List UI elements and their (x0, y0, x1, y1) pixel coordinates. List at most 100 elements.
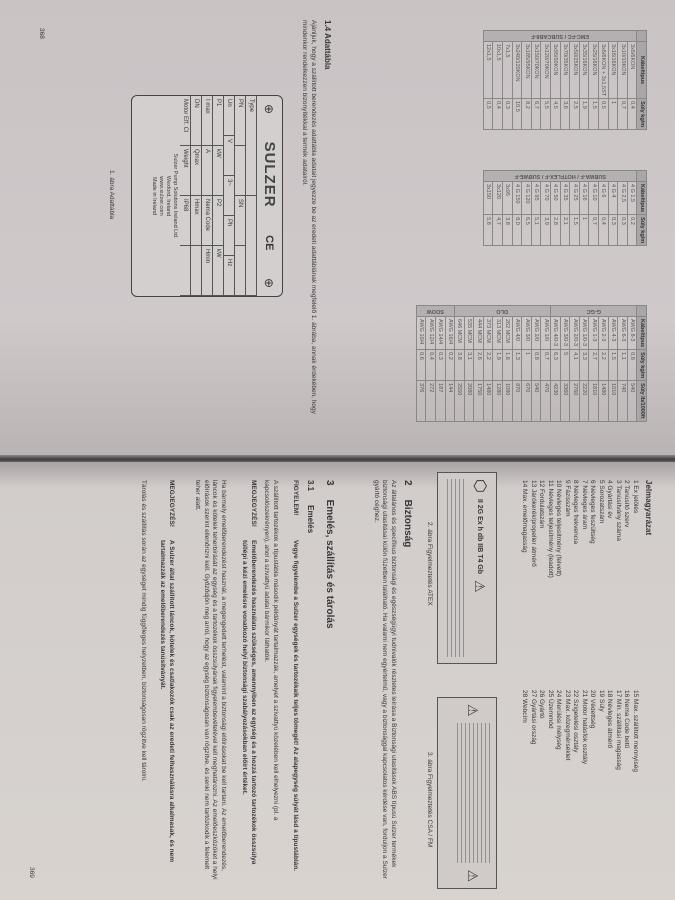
table-cell: 3x95/50KON (550, 41, 561, 99)
table-row: AWG 3/0-3 5 3360 (560, 306, 570, 422)
nameplate-row: Un V 3~ Ph Hz (224, 96, 235, 296)
table-cell: 646 MCM (454, 316, 465, 350)
table-cell: 12x1,5 (483, 41, 493, 99)
table-cell: 0,4 (425, 349, 436, 381)
table-row: AWG 4/0-3 6,3 4230 (550, 306, 561, 422)
table-cell: 0,7 (617, 98, 628, 130)
table-cell: 1,5 (608, 349, 618, 381)
nameplate-figure: ⊕ SULZER CE ⊕ Type PN SN Un V 3~ Ph Hz P1 kW P2 kW I… (131, 95, 283, 297)
table-cell: AWG 2/0 (531, 316, 541, 350)
table-cell: 0,5 (598, 98, 609, 130)
table-row: 3x150/70KON 6,7 (531, 31, 541, 130)
table-row: G-GC AWG 8-3 0,8 540 (550, 305, 637, 422)
nameplate-fields: Type PN SN Un V 3~ Ph Hz P1 kW P2 kW I max A Nema Code… (180, 96, 257, 296)
table-cell: 4 G 1,5 (627, 181, 637, 215)
nameplate-field: SN (235, 196, 245, 246)
table-row: 4 G 95 5,1 (531, 171, 541, 246)
legend-item: 21 Motor hatásfok osztály (581, 690, 588, 765)
note-text: Emelőberendezés használata szükséges, am… (241, 540, 258, 865)
table-cell: 0,3 (617, 214, 628, 246)
table-row: AWG 2-3 2,2 1480 (598, 306, 609, 422)
nameplate-field (235, 246, 245, 296)
nameplate-field: 3~ (224, 176, 234, 216)
table-cell: 376 (416, 380, 426, 422)
table-cell: 3,8 (502, 214, 513, 246)
table-cell: 470 (540, 380, 551, 422)
table-cell: 6,5 (521, 214, 532, 246)
nameplate-field: Un (224, 96, 234, 136)
table-row: 535 MCM 3,1 2080 (464, 306, 474, 422)
legend-item: 28 Webcím (521, 690, 529, 723)
table-cell: AWG 10/4 (416, 316, 426, 350)
table-cell: 1280 (493, 380, 503, 422)
table-cell: 5,8 (483, 214, 493, 246)
table-cell: 2760 (569, 380, 580, 422)
table-row: 12x1,5 0,5 (483, 31, 493, 130)
table-cell: 1810 (588, 380, 599, 422)
note-block-2: MEGJEGYZÉS! A Sulzer által szállított lá… (158, 480, 176, 880)
nameplate-field: PN (235, 96, 245, 146)
ce-mark: CE (263, 235, 276, 251)
group-label: DLO (454, 305, 551, 317)
table-cell: 670 (521, 380, 532, 422)
table-header-row: Kábeltípus Súly kg/m Súly lb/1000ft (636, 305, 647, 422)
table-row: 373 MCM 2,2 1480 (483, 306, 493, 422)
table-cell: 3,9 (540, 214, 551, 246)
table-cell: 3x16/16KON (608, 41, 618, 99)
legend-item: 23 Max. közegmérséklet (564, 690, 571, 761)
table-cell: 1750 (473, 380, 484, 422)
nameplate-city: Wexford, Ireland (165, 175, 171, 217)
warning-note: A szállított tartozékok a típustábla más… (263, 480, 280, 821)
note-block-1: MEGJEGYZÉS! Emelőberendezés használata s… (240, 480, 258, 880)
table-cell: 262 MCM (502, 316, 513, 350)
table-row: 3x50/25KON 2,5 (569, 31, 580, 130)
legend-item: 27 Gyártási ország (530, 690, 537, 745)
legend-item: 18 Névleges átmérő (606, 690, 614, 749)
table-row: 4 G 150 8,0 (512, 171, 522, 246)
table-cell: 3x120 (493, 181, 503, 215)
table-cell: AWG 4/0 (512, 316, 522, 350)
table-cell: 444 MCM (473, 316, 484, 350)
table-row: 4 G 2,5 0,3 (617, 171, 628, 246)
table-row: 3x95 3,8 (502, 171, 513, 246)
table-cell: 6,7 (531, 98, 541, 130)
section-number: 3 (324, 480, 335, 486)
table-row: 3x120/70KON 5,5 (540, 31, 551, 130)
table-row: 3x16/16KON 1 (608, 31, 618, 130)
group-label: G-GC (550, 305, 637, 317)
table-cell: 10,5 (512, 98, 522, 130)
table-cell: 2080 (464, 380, 474, 422)
table-cell: 4 G 150 (512, 181, 522, 215)
table-cell: 4 G 25 (569, 181, 580, 215)
table-row: 3x6/6KON + 3x1,5ST 0,5 (598, 31, 609, 130)
table-cell: 4 G 10 (588, 181, 599, 215)
table-cell: 2,8 (550, 214, 561, 246)
table-row: 3x10/10KON 0,7 (617, 31, 628, 130)
legend-list-1: 1 Ex jelölés 2 Tanúsító szerv 3 Tanúsítván… (520, 480, 640, 680)
nameplate-made-in: Made in Ireland (151, 177, 157, 215)
nameplate-field: DN (191, 96, 201, 146)
table-cell: 540 (627, 380, 637, 422)
legend-item: 4 Gyártási év (606, 480, 614, 519)
table-cell: 3x25/16KON (588, 41, 599, 99)
nameplate-field: Hmax (191, 196, 201, 246)
storage-paragraph: Tárolás és szállítás során az egységet m… (140, 480, 147, 782)
table-cell: 272 (425, 380, 436, 422)
legend-item: 1 Ex jelölés (632, 480, 639, 514)
nameplate-field: Hz (224, 256, 234, 296)
table-cell: 8,0 (512, 214, 522, 246)
column-header: Súly kg/m (636, 98, 647, 130)
table-cell: AWG 6-3 (617, 316, 628, 350)
table-cell: 0,4 (493, 98, 503, 130)
cable-table-3: Kábeltípus Súly kg/m Súly lb/1000ft G-GC AWG… (416, 305, 647, 422)
nameplate-field: Type (246, 96, 256, 196)
table-cell: 0,2 (627, 214, 637, 246)
nameplate-field: IP68 (180, 196, 190, 246)
table-cell: AWG 4/0-3 (550, 316, 561, 350)
nameplate-field (235, 146, 245, 196)
table-cell: 0,8 (627, 349, 637, 381)
table-cell: 0,7 (588, 214, 599, 246)
table-cell: 1010 (608, 380, 618, 422)
table-cell: 2,2 (483, 349, 493, 381)
table-row: 3x150 5,8 (483, 171, 493, 246)
